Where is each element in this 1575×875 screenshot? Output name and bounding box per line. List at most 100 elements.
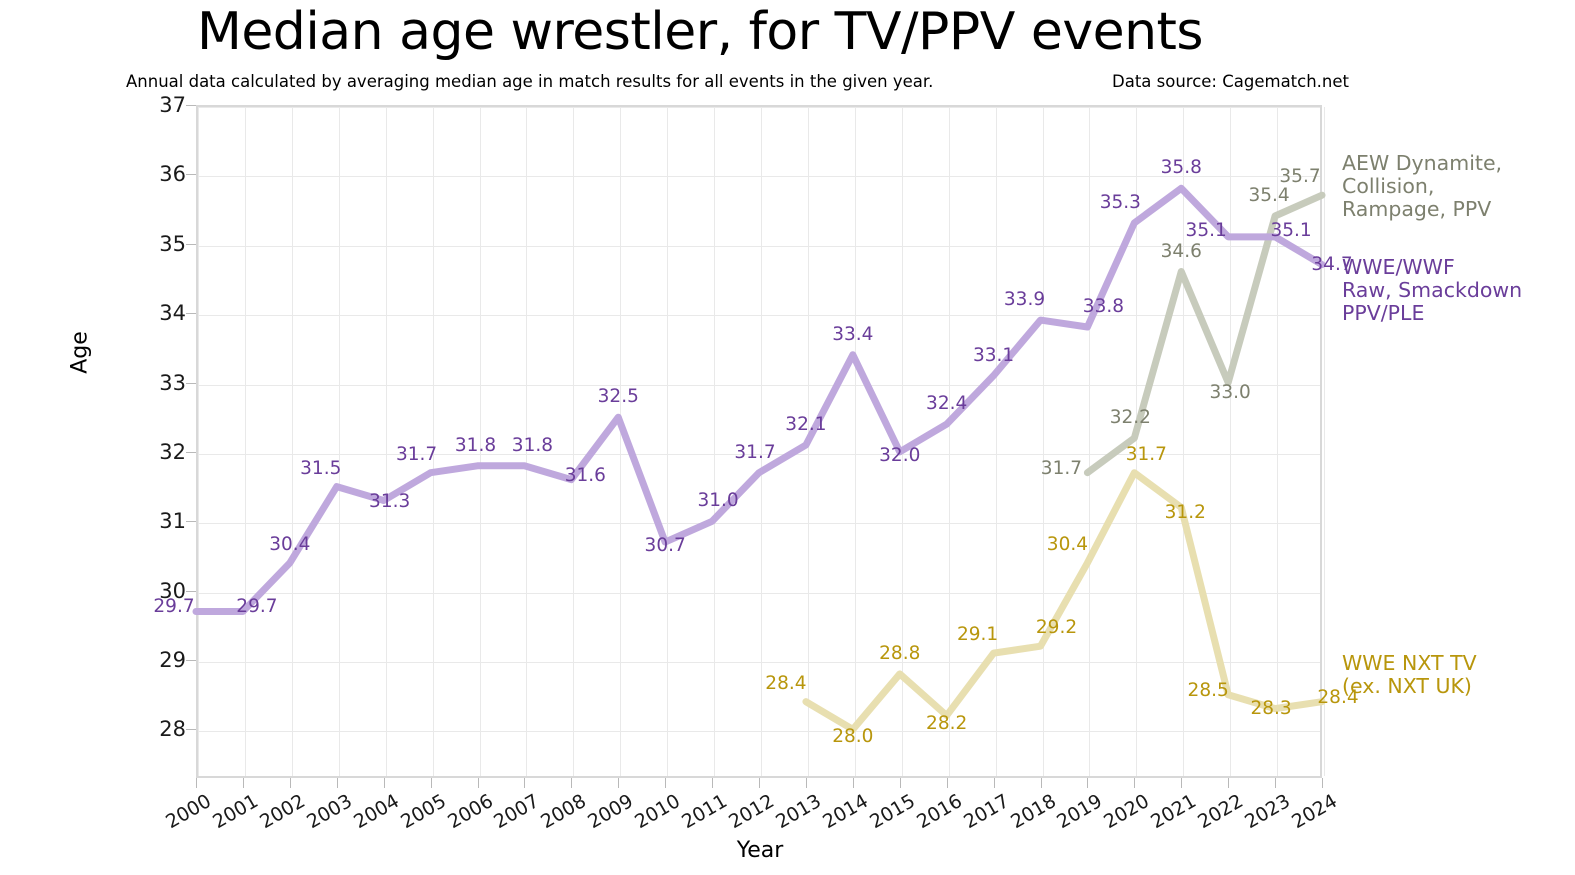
data-point-label: 29.2 <box>1035 617 1078 639</box>
x-tick-label: 2024 <box>1288 790 1341 834</box>
grid-line-vertical <box>807 107 809 776</box>
y-tick-label: 32 <box>159 439 186 464</box>
data-point-label: 28.4 <box>1317 686 1359 708</box>
data-point-label: 32.2 <box>1109 407 1151 429</box>
x-tick-label: 2003 <box>302 790 356 834</box>
grid-line-vertical <box>1089 107 1091 776</box>
data-point-label: 32.0 <box>879 444 921 466</box>
x-axis-label: Year <box>736 838 784 863</box>
data-point-label: 34.7 <box>1311 253 1353 275</box>
data-point-label: 31.7 <box>734 441 776 463</box>
x-tick-mark <box>196 778 197 788</box>
data-point-label: 30.4 <box>269 533 311 555</box>
x-tick-label: 2021 <box>1147 790 1201 834</box>
x-tick-label: 2022 <box>1194 790 1248 834</box>
data-point-label: 28.0 <box>832 726 874 748</box>
grid-line-horizontal <box>198 315 1320 317</box>
data-point-label: 33.1 <box>972 344 1015 366</box>
x-tick-label: 2016 <box>912 790 966 834</box>
y-tick-label: 33 <box>159 370 186 395</box>
data-point-label: 32.1 <box>785 413 827 435</box>
data-point-label: 31.7 <box>1125 443 1167 465</box>
y-tick-mark <box>186 729 196 731</box>
grid-line-vertical <box>995 107 997 776</box>
x-tick-label: 2013 <box>772 790 825 834</box>
x-tick-label: 2004 <box>349 790 403 834</box>
x-tick-label: 2012 <box>725 790 778 834</box>
x-tick-mark <box>712 778 714 788</box>
grid-line-vertical <box>1324 107 1325 776</box>
grid-line-vertical <box>385 107 387 776</box>
data-point-label: 35.7 <box>1279 166 1321 188</box>
y-tick-mark <box>186 521 196 523</box>
x-tick-mark <box>665 778 667 788</box>
grid-line-vertical <box>1042 107 1044 776</box>
grid-line-horizontal <box>198 384 1320 386</box>
x-tick-label: 2023 <box>1241 790 1295 834</box>
y-tick-label: 31 <box>159 509 186 534</box>
y-tick-mark <box>186 243 196 245</box>
data-point-label: 31.7 <box>1040 457 1083 479</box>
grid-line-vertical <box>198 107 199 776</box>
x-tick-mark <box>1322 778 1323 788</box>
x-tick-label: 2014 <box>818 790 872 834</box>
data-point-label: 31.2 <box>1164 502 1206 524</box>
y-tick-label: 34 <box>159 301 186 326</box>
grid-line-vertical <box>667 107 669 776</box>
data-point-label: 33.9 <box>1003 289 1046 311</box>
data-point-label: 31.6 <box>564 464 606 486</box>
x-tick-mark <box>1181 778 1183 788</box>
data-point-label: 28.2 <box>926 712 968 734</box>
chart-subtitle: Annual data calculated by averaging medi… <box>126 72 934 91</box>
data-point-label: 31.8 <box>511 434 554 456</box>
x-tick-mark <box>1134 778 1136 788</box>
data-point-label: 32.5 <box>597 386 639 408</box>
x-tick-mark <box>524 778 526 788</box>
data-source-note: Data source: Cagematch.net <box>1112 72 1350 91</box>
x-tick-mark <box>336 778 338 788</box>
data-point-label: 35.4 <box>1248 185 1290 206</box>
y-tick-label: 36 <box>159 162 186 187</box>
y-tick-label: 37 <box>159 93 186 117</box>
x-tick-label: 2008 <box>537 790 591 834</box>
y-tick-mark <box>186 590 196 592</box>
grid-line-vertical <box>714 107 716 776</box>
x-tick-label: 2017 <box>959 790 1013 834</box>
x-tick-label: 2019 <box>1053 790 1107 834</box>
x-tick-label: 2000 <box>162 790 215 834</box>
data-point-label: 29.7 <box>153 596 195 618</box>
y-tick-mark <box>186 313 196 315</box>
x-tick-mark <box>946 778 948 788</box>
data-point-label: 31.7 <box>395 443 438 465</box>
grid-line-vertical <box>1230 107 1232 776</box>
y-tick-label: 28 <box>159 717 186 742</box>
data-point-label: 31.0 <box>697 490 739 512</box>
data-point-label: 35.1 <box>1270 219 1312 241</box>
x-tick-label: 2006 <box>443 790 497 834</box>
data-point-label: 28.5 <box>1187 679 1229 701</box>
data-point-label: 28.4 <box>765 672 807 694</box>
y-tick-label: 29 <box>159 648 186 673</box>
x-tick-mark <box>477 778 479 788</box>
x-tick-mark <box>289 778 291 788</box>
grid-line-horizontal <box>198 245 1320 247</box>
grid-line-horizontal <box>198 176 1320 178</box>
data-point-label: 29.7 <box>236 596 278 618</box>
x-tick-mark <box>618 778 620 788</box>
x-tick-label: 2015 <box>865 790 919 834</box>
y-tick-mark <box>186 105 196 106</box>
data-point-label: 30.7 <box>644 535 686 557</box>
data-point-label: 33.4 <box>832 323 874 345</box>
grid-line-vertical <box>432 107 434 776</box>
x-tick-label: 2020 <box>1100 790 1154 834</box>
grid-line-horizontal <box>198 662 1320 664</box>
grid-line-vertical <box>291 107 293 776</box>
grid-line-vertical <box>244 107 246 776</box>
x-tick-label: 2018 <box>1006 790 1060 834</box>
data-point-label: 31.3 <box>369 491 411 513</box>
y-tick-mark <box>186 451 196 453</box>
x-tick-mark <box>993 778 995 788</box>
chart-title: Median age wrestler, for TV/PPV events <box>196 2 1204 62</box>
grid-line-vertical <box>948 107 950 776</box>
x-tick-label: 2001 <box>209 790 262 834</box>
